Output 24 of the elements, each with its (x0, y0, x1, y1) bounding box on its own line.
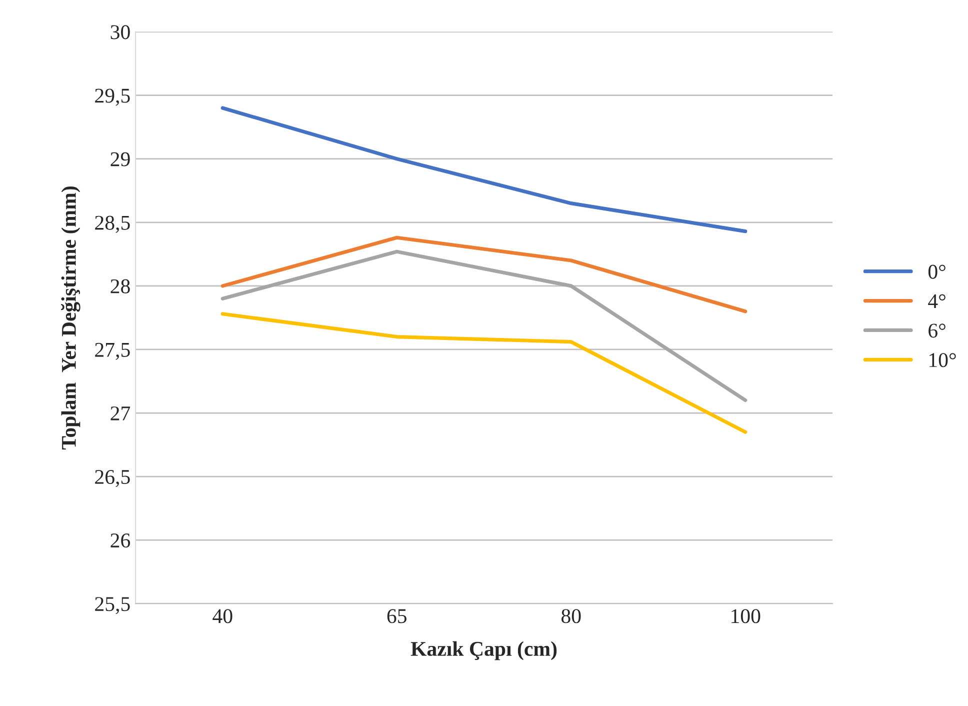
y-axis-title: Toplam Yer Değiştirme (mm) (61, 186, 80, 450)
y-tick-label: 26,5 (95, 470, 130, 487)
y-tick-label: 27,5 (95, 342, 130, 360)
x-tick-label: 80 (562, 609, 581, 624)
legend-label: 10° (930, 353, 956, 368)
line-series (220, 106, 748, 234)
y-tick-label: 25,5 (95, 597, 130, 614)
line-series (220, 236, 748, 314)
x-axis-title: Kazık Çapı (cm) (410, 641, 557, 660)
x-tick-label: 65 (387, 609, 406, 624)
line-series (220, 250, 748, 402)
y-tick-label: 29,5 (95, 88, 130, 106)
y-tick-label: 28,5 (95, 216, 130, 233)
x-tick-label: 40 (212, 609, 232, 624)
y-tick-label: 29 (110, 152, 130, 166)
y-tick-label: 26 (110, 534, 130, 548)
legend-label: 4° (928, 294, 946, 308)
y-tick-label: 28 (110, 279, 130, 294)
legend-label: 0° (928, 264, 946, 279)
legend-label: 6° (928, 324, 946, 338)
y-tick-label: 30 (110, 25, 130, 40)
x-tick-label: 100 (732, 609, 760, 624)
line-series (220, 312, 748, 434)
y-tick-label: 27 (110, 406, 130, 420)
